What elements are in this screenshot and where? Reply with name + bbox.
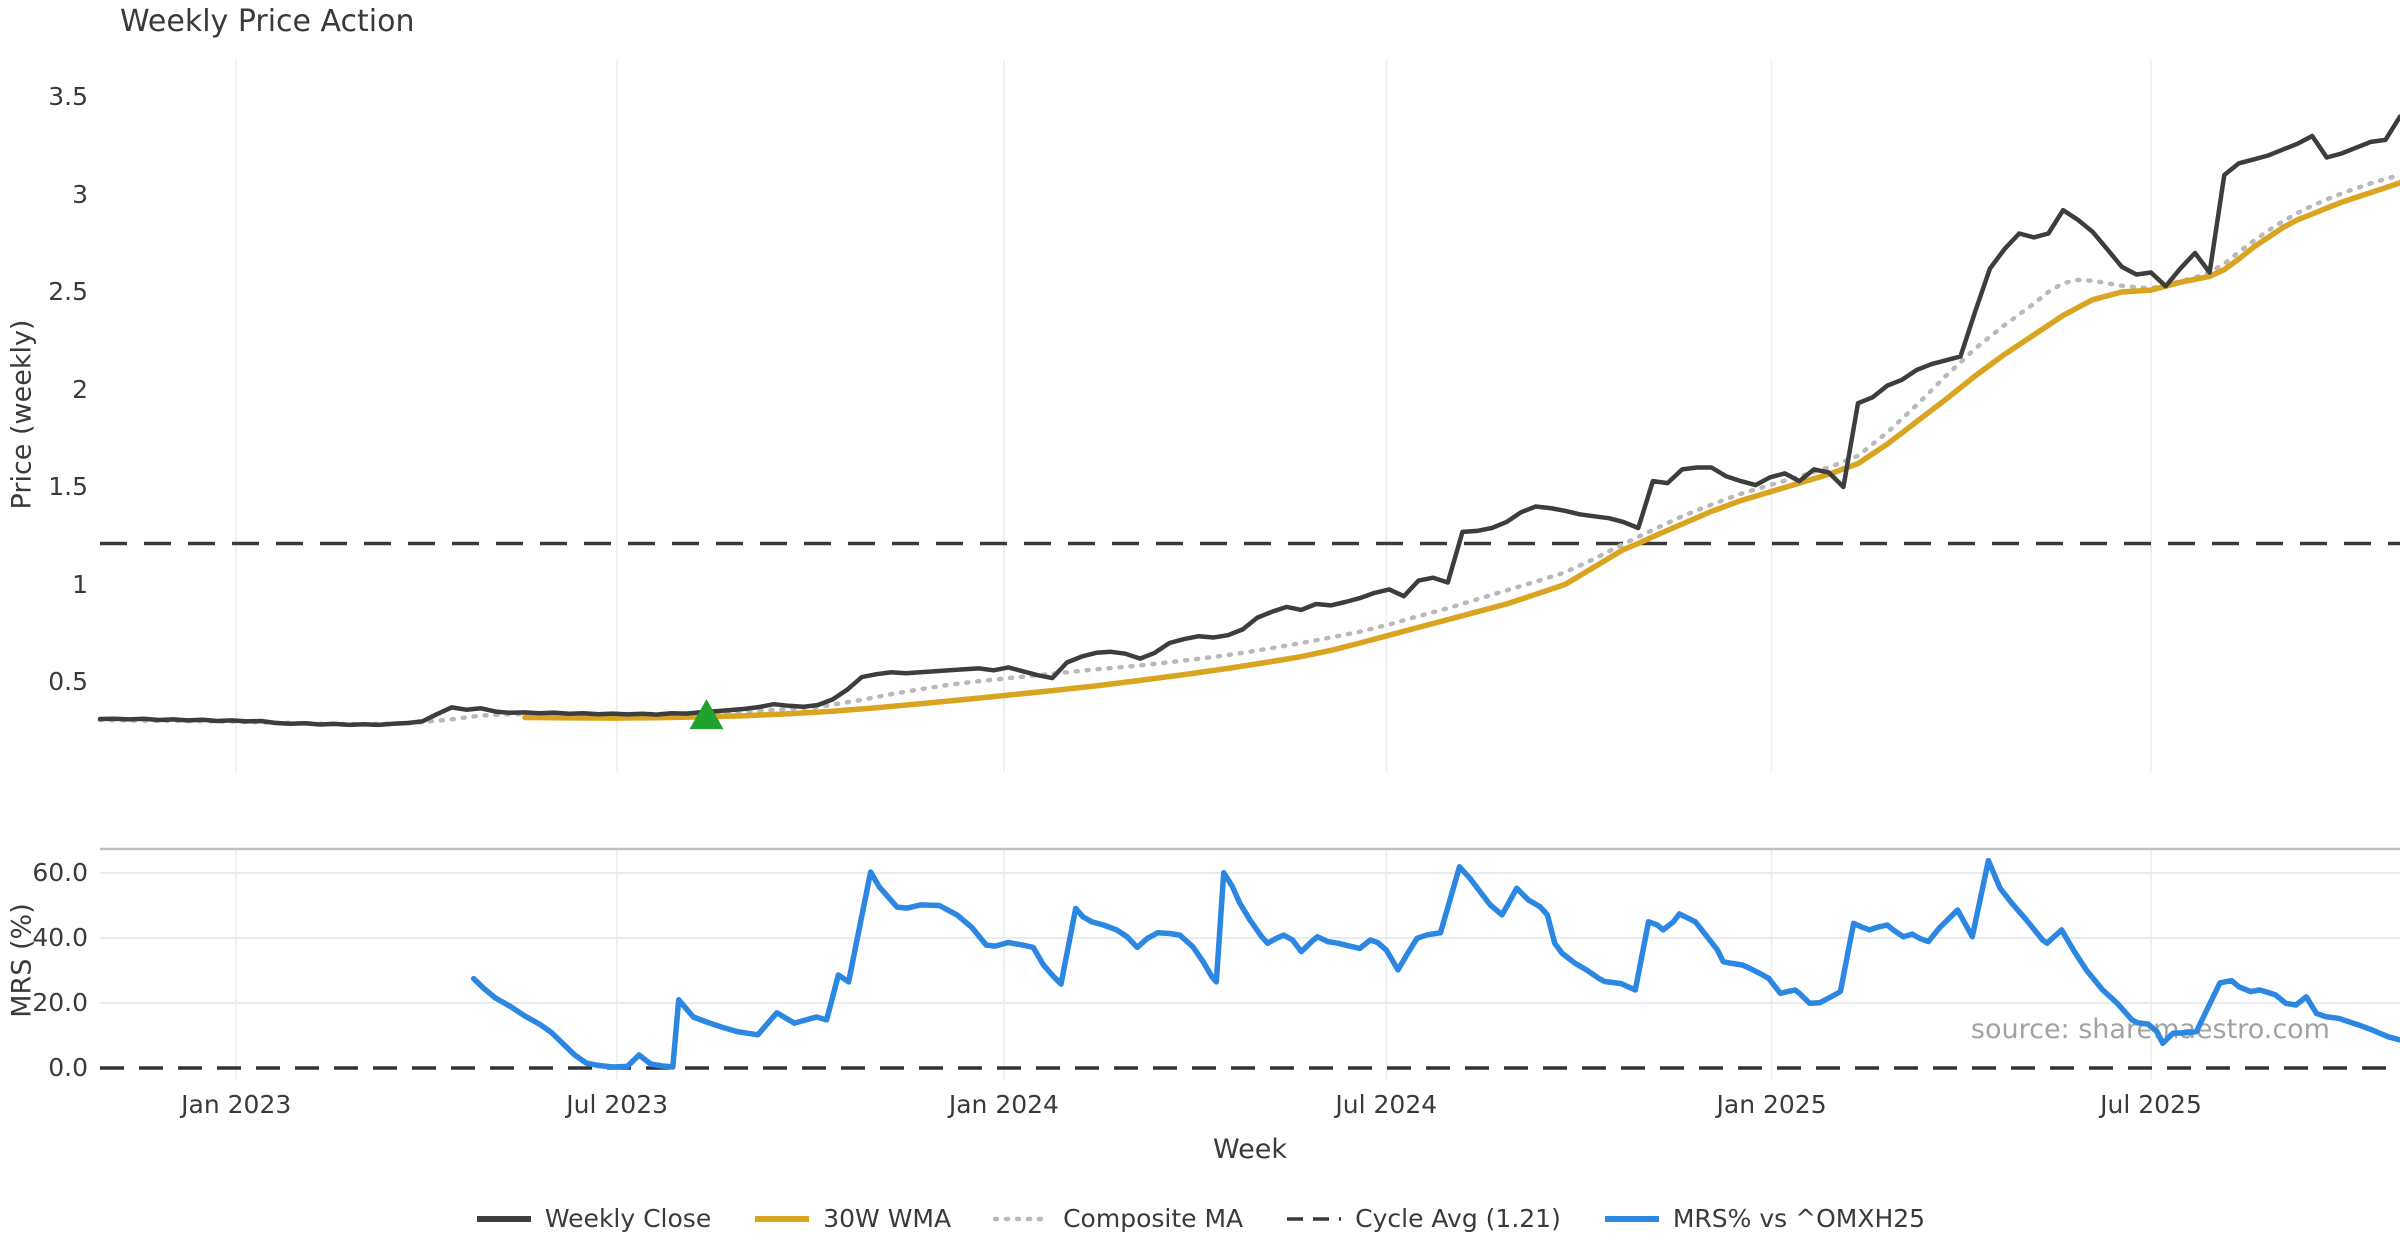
x-tick-label: Jul 2024 xyxy=(1335,1090,1438,1119)
mrs-tick-label: 40.0 xyxy=(32,923,88,952)
legend-item: Composite MA xyxy=(993,1204,1243,1233)
price-tick-label: 1.5 xyxy=(48,472,88,501)
mrs-line xyxy=(470,857,2400,1070)
legend-label: MRS% vs ^OMXH25 xyxy=(1672,1204,1926,1233)
legend-item: Weekly Close xyxy=(475,1204,711,1233)
price-tick-label: 3.5 xyxy=(48,82,88,111)
composite-ma-line xyxy=(97,172,2400,727)
legend-label: Cycle Avg (1.21) xyxy=(1355,1204,1561,1233)
price-tick-label: 0.5 xyxy=(48,667,88,696)
legend-item: 30W WMA xyxy=(753,1204,951,1233)
legend: Weekly Close 30W WMA Composite MA Cycle Avg… xyxy=(0,1204,2400,1233)
legend-swatch-dashed xyxy=(1287,1216,1342,1221)
x-tick-label: Jul 2023 xyxy=(566,1090,668,1119)
chart-title: Weekly Price Action xyxy=(120,4,415,39)
legend-swatch-solid xyxy=(476,1215,531,1222)
price-axis-label: Price (weekly) xyxy=(6,319,38,510)
mrs-tick-label: 0.0 xyxy=(48,1053,88,1082)
weekly-close-line xyxy=(97,114,2400,728)
x-tick-label: Jul 2025 xyxy=(2100,1090,2202,1119)
x-tick-label: Jan 2023 xyxy=(181,1090,292,1119)
price-tick-label: 3 xyxy=(72,179,88,209)
legend-label: 30W WMA xyxy=(823,1204,952,1233)
price-tick-label: 2.5 xyxy=(48,277,88,306)
mrs-tick-label: 20.0 xyxy=(32,988,88,1017)
price-tick-label: 1 xyxy=(72,569,88,599)
x-axis-label: Week xyxy=(1213,1134,1287,1165)
legend-swatch-solid xyxy=(1604,1215,1659,1222)
x-tick-label: Jan 2025 xyxy=(1716,1090,1827,1119)
legend-swatch-dotted xyxy=(993,1216,1052,1221)
x-tick-label: Jan 2024 xyxy=(948,1090,1059,1119)
wma-30w-line xyxy=(522,180,2400,721)
buy-signal-marker xyxy=(689,699,724,730)
legend-swatch-solid xyxy=(755,1215,810,1222)
mrs-axis-label: MRS (%) xyxy=(6,903,38,1018)
price-tick-label: 2 xyxy=(72,374,88,404)
legend-item: Cycle Avg (1.21) xyxy=(1285,1204,1561,1233)
legend-item: MRS% vs ^OMXH25 xyxy=(1603,1204,1925,1233)
mrs-tick-label: 60.0 xyxy=(32,858,88,887)
legend-label: Weekly Close xyxy=(544,1204,712,1233)
legend-label: Composite MA xyxy=(1063,1204,1244,1233)
